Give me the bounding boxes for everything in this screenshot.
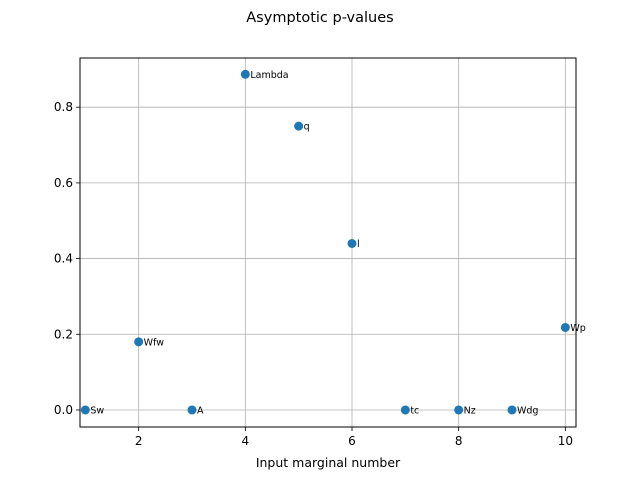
data-point — [507, 405, 517, 415]
data-point-label: Wp — [570, 323, 585, 334]
data-point-label: Lambda — [250, 70, 288, 81]
data-point-label: q — [304, 122, 310, 133]
y-tick-label: 0.0 — [54, 403, 73, 417]
data-point — [400, 405, 410, 415]
data-point-label: A — [197, 405, 204, 416]
x-tick-label: 6 — [348, 434, 356, 448]
data-point-label: Sw — [90, 405, 104, 416]
data-point — [134, 337, 144, 347]
y-tick-label: 0.2 — [54, 327, 73, 341]
data-points: Sw Wfw A Lambda q l tc Nz Wdg Wp — [80, 69, 586, 416]
chart-title: Asymptotic p-values — [246, 10, 393, 26]
data-point-label: Wdg — [517, 405, 538, 416]
y-tick-label: 0.4 — [54, 252, 73, 266]
x-axis-label: Input marginal number — [256, 455, 401, 470]
data-point — [454, 405, 464, 415]
data-point — [80, 405, 90, 415]
plot-frame — [79, 57, 577, 428]
data-point — [187, 405, 197, 415]
x-tick-label: 4 — [242, 434, 250, 448]
data-point — [347, 238, 357, 248]
data-point — [240, 69, 250, 79]
y-tick-label: 0.8 — [54, 100, 73, 114]
x-tick-label: 10 — [558, 434, 573, 448]
x-tick-label: 2 — [135, 434, 143, 448]
data-point-label: tc — [410, 405, 419, 416]
data-point-label: l — [357, 239, 360, 250]
ticks: 2 4 6 8 10 0.0 0.2 0.4 0.6 0.8 — [54, 100, 573, 448]
data-point — [560, 322, 570, 332]
data-point-label: Wfw — [144, 337, 165, 348]
x-tick-label: 8 — [455, 434, 463, 448]
data-point — [294, 121, 304, 131]
data-point-label: Nz — [464, 405, 476, 416]
y-tick-label: 0.6 — [54, 176, 73, 190]
